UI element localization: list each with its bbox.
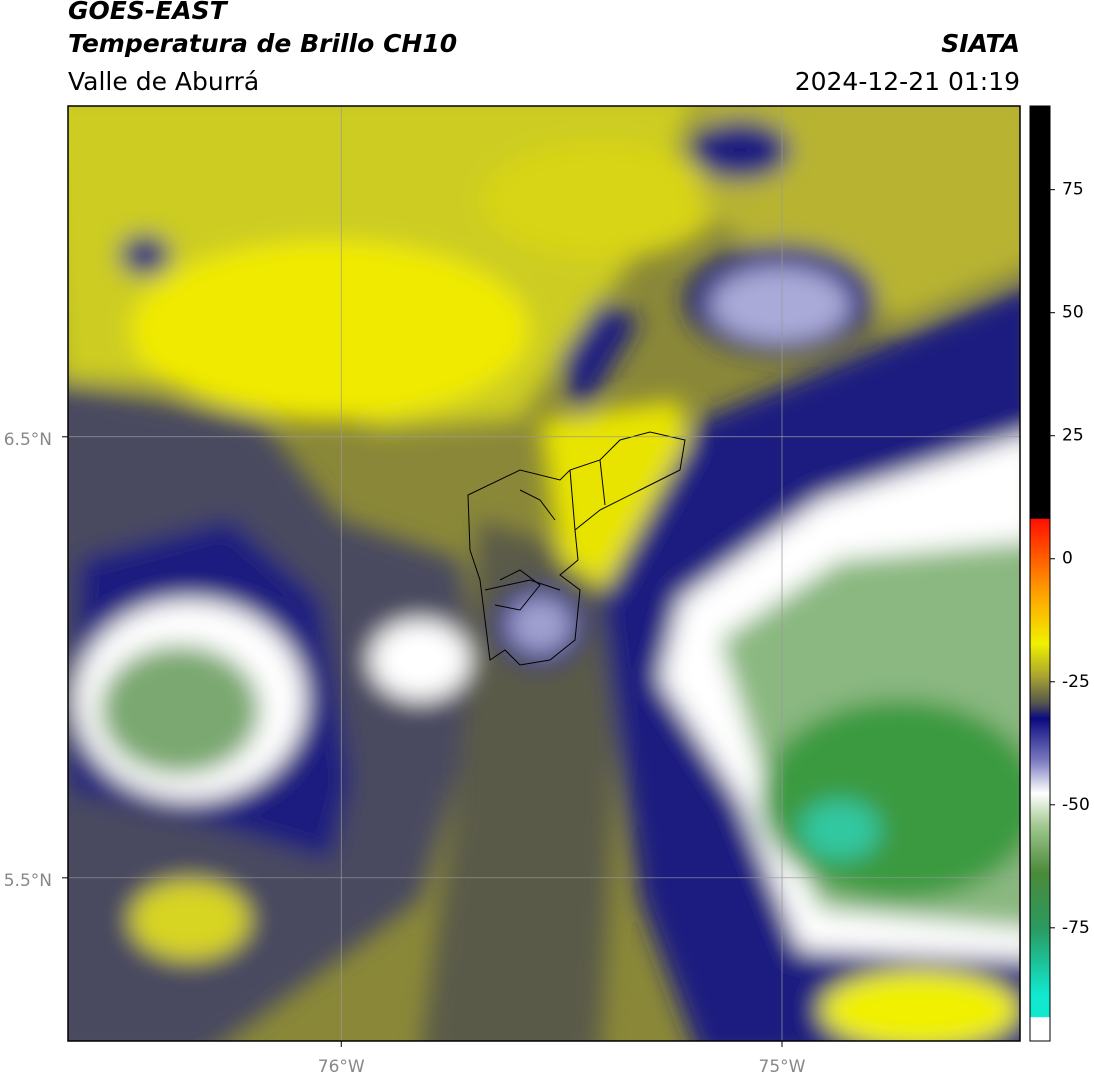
colorbar-tick-label: 0	[1062, 549, 1073, 569]
satellite-image	[68, 106, 1020, 1041]
colorbar-tick-label: 75	[1062, 180, 1084, 200]
datetime: 2024-12-21 01:19	[795, 67, 1020, 96]
x-tick-label: 76°W	[318, 1057, 365, 1077]
source: SIATA	[941, 29, 1020, 58]
y-tick-label: 6.5°N	[4, 430, 52, 450]
y-tick-label: 5.5°N	[4, 871, 52, 891]
colorbar-tick-label: -25	[1062, 672, 1090, 692]
subtitle: Temperatura de Brillo CH10	[68, 29, 457, 58]
region: Valle de Aburrá	[68, 67, 259, 96]
colorbar-tick-label: 25	[1062, 426, 1084, 446]
title: GOES-EAST	[68, 0, 229, 25]
map-frame	[67, 105, 1021, 1042]
colorbar	[1029, 105, 1051, 1042]
colorbar-tick-label: 50	[1062, 303, 1084, 323]
x-tick-label: 75°W	[759, 1057, 806, 1077]
colorbar-tick-label: -50	[1062, 795, 1090, 815]
colorbar-tick-label: -75	[1062, 918, 1090, 938]
